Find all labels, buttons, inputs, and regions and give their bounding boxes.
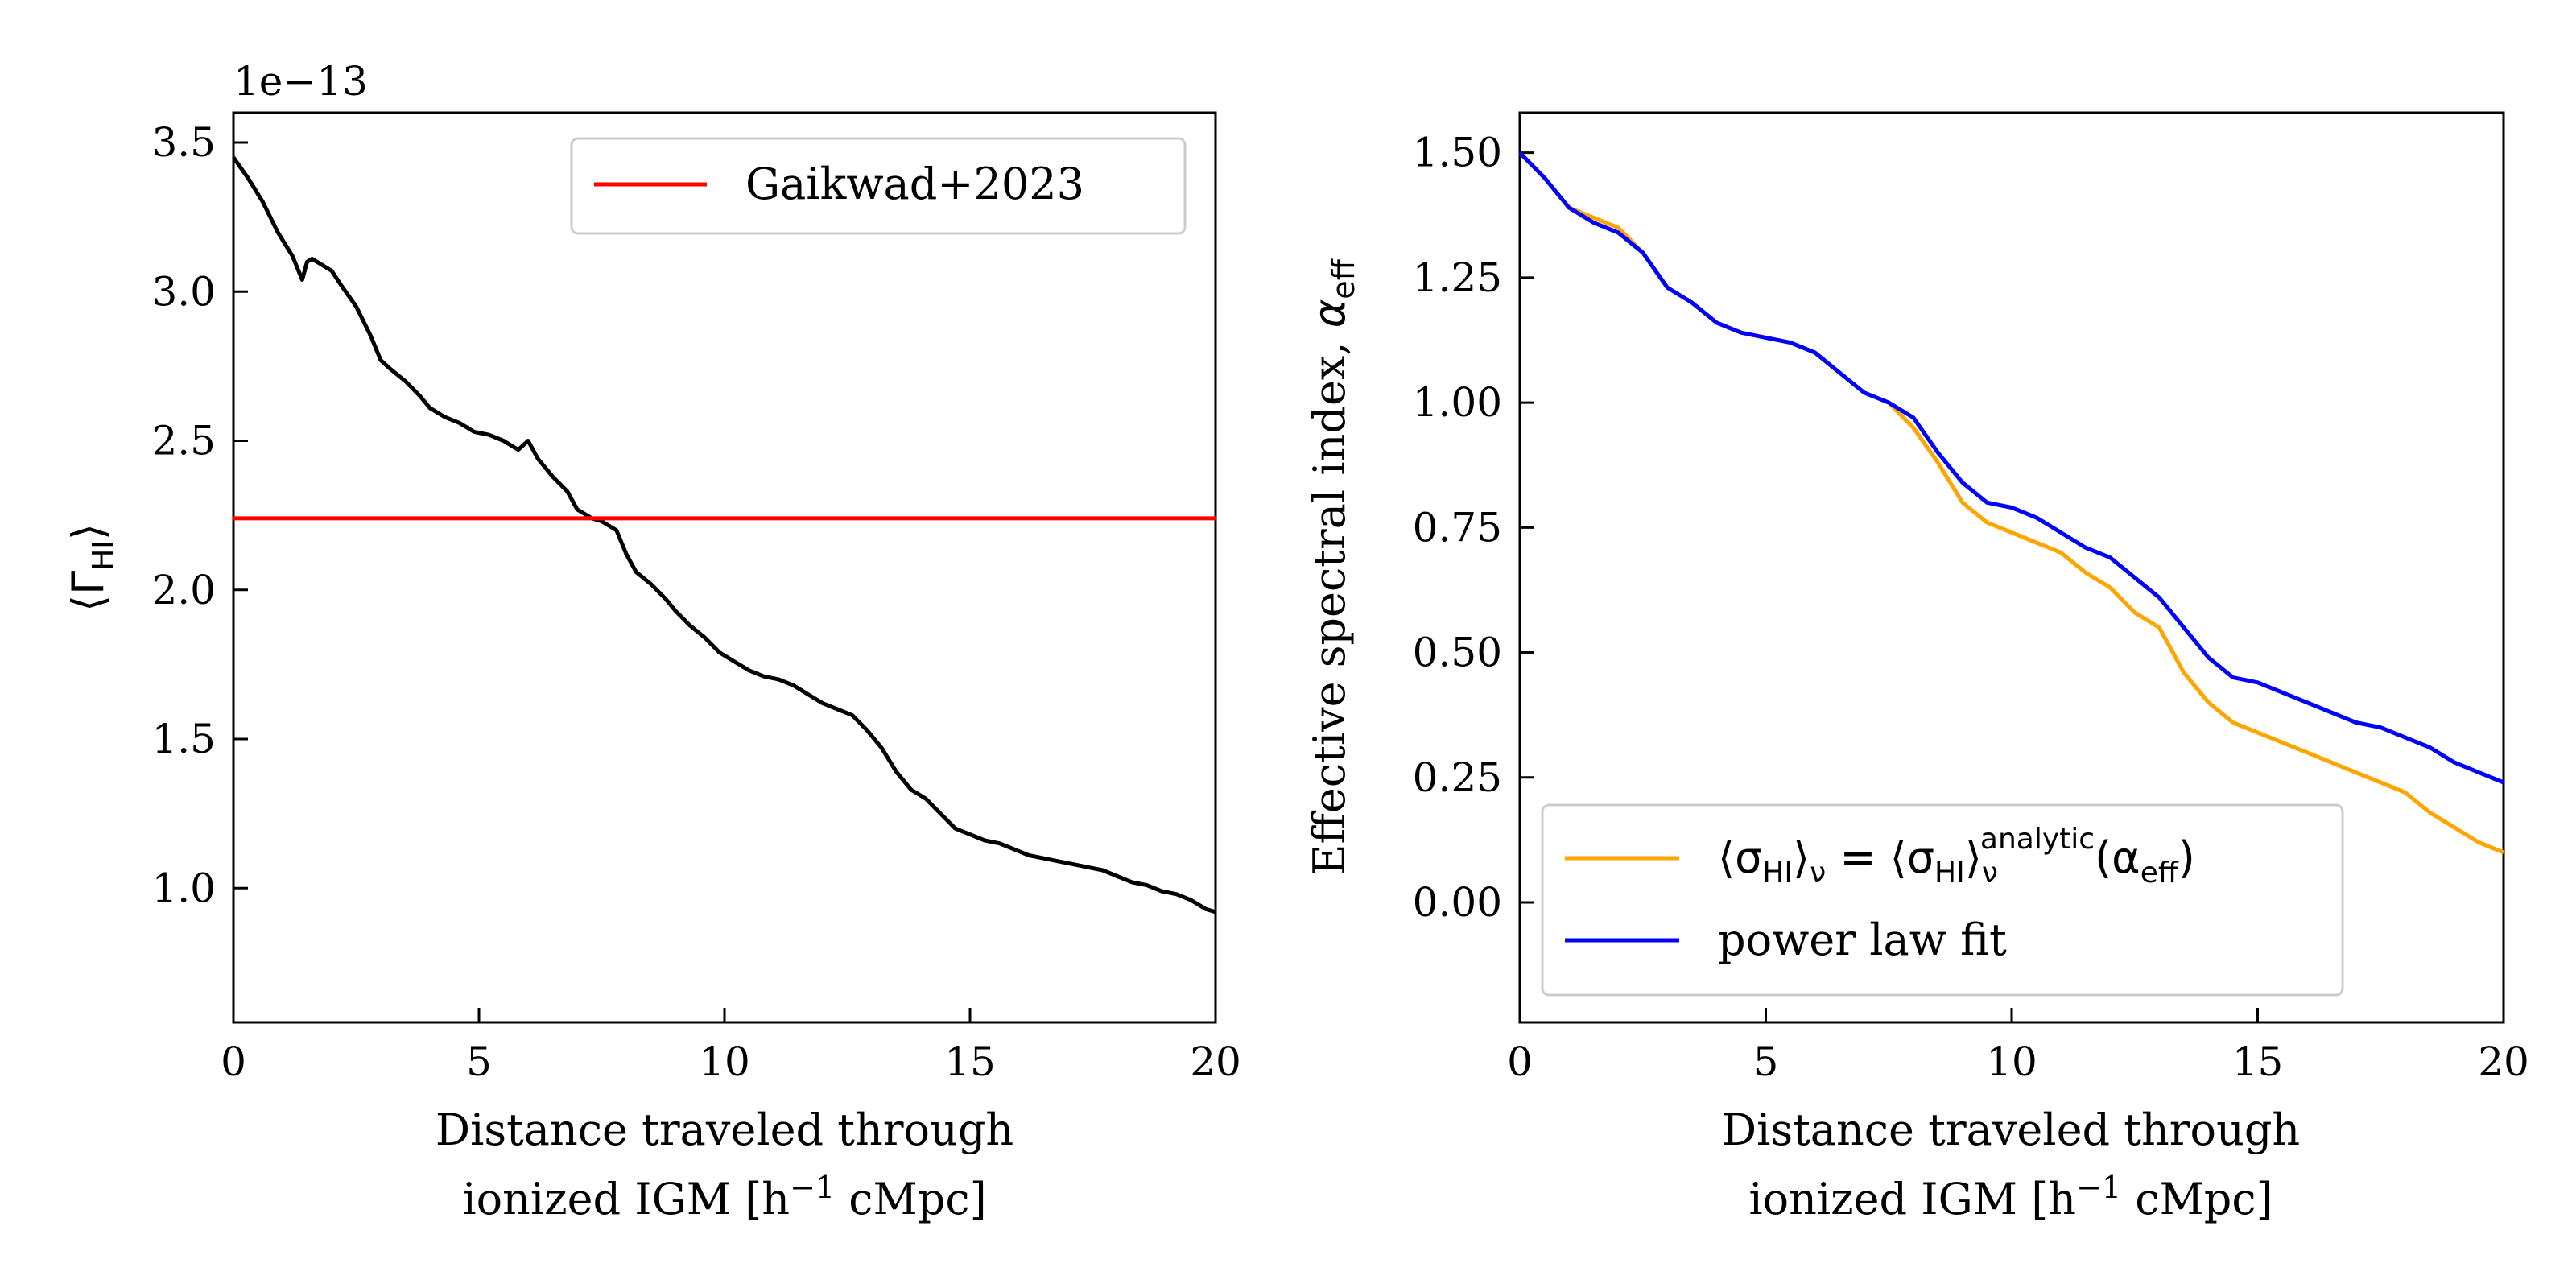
right-x-tick-label: 20 — [2478, 1038, 2529, 1085]
right-ticks: 0 5 10 15 20 0.00 0.25 0.50 0.75 1.00 1.25 1.50 — [1413, 130, 2529, 1085]
left-legend: Gaikwad+2023 — [570, 137, 1187, 235]
right-x-tick-label: 10 — [1986, 1038, 2037, 1085]
left-x-tick-label: 15 — [944, 1038, 996, 1085]
legend-label-analytic: ⟨σHI⟩ν = ⟨σHI⟩νanalytic(αeff) — [1718, 823, 2195, 890]
right-legend-box — [1541, 803, 2344, 997]
right-y-tick-label: 1.25 — [1413, 254, 1502, 301]
right-y-tick-label: 0.50 — [1413, 630, 1502, 676]
right-x-axis-label-line1: Distance traveled through — [1722, 1104, 2300, 1155]
right-y-tick-label: 0.75 — [1413, 504, 1502, 551]
right-y-tick-label: 1.50 — [1413, 130, 1502, 176]
right-y-tick-label: 0.25 — [1413, 754, 1502, 801]
left-x-tick-label: 10 — [699, 1038, 750, 1085]
left-x-tick-label: 5 — [466, 1038, 492, 1085]
left-x-tick-label: 20 — [1190, 1038, 1241, 1085]
left-lines — [231, 156, 1216, 914]
left-y-tick-label: 2.0 — [151, 567, 216, 613]
right-x-axis-label-line2: ionized IGM [h−1 cMpc] — [1748, 1170, 2273, 1224]
right-series-line-1 — [1518, 151, 2504, 785]
left-y-tick-label: 3.0 — [151, 268, 216, 315]
right-lines — [1518, 151, 2504, 855]
left-plot-frame — [232, 111, 1217, 1024]
left-y-tick-label: 2.5 — [151, 418, 216, 464]
right-x-tick-label: 0 — [1507, 1038, 1533, 1085]
left-y-tick-label: 1.0 — [151, 865, 216, 911]
legend-label-power-law: power law fit — [1718, 914, 2007, 965]
left-offset-label: 1e−13 — [233, 58, 368, 105]
left-y-axis-label: ⟨ΓHI⟩ — [63, 523, 120, 612]
left-x-axis-label-line1: Distance traveled through — [436, 1104, 1013, 1155]
right-y-axis-label: Effective spectral index, αeff — [1304, 258, 1361, 876]
left-y-tick-label: 1.5 — [151, 716, 216, 762]
right-legend: ⟨σHI⟩ν = ⟨σHI⟩νanalytic(αeff) power law … — [1541, 803, 2344, 997]
left-legend-box — [570, 137, 1187, 235]
left-ticks: 0 5 10 15 20 1.0 1.5 2.0 2.5 3.0 3.5 — [151, 119, 1241, 1085]
right-y-tick-label: 0.00 — [1413, 879, 1502, 926]
right-x-tick-label: 15 — [2232, 1038, 2284, 1085]
right-series-line-0 — [1518, 151, 2504, 855]
right-y-tick-label: 1.00 — [1413, 379, 1502, 426]
left-panel: 0 5 10 15 20 1.0 1.5 2.0 2.5 3.0 3.5 1e−13 ⟨ΓHI⟩ D… — [63, 58, 1241, 1224]
legend-label-gaikwad: Gaikwad+2023 — [745, 159, 1084, 209]
right-panel: 0 5 10 15 20 0.00 0.25 0.50 0.75 1.00 1.25 1.50 Eff… — [1304, 111, 2529, 1224]
left-y-tick-label: 3.5 — [151, 119, 216, 166]
left-x-tick-label: 0 — [221, 1038, 246, 1085]
left-x-axis-label-line2: ionized IGM [h−1 cMpc] — [462, 1170, 986, 1224]
left-series-line-0 — [231, 156, 1216, 914]
right-x-tick-label: 5 — [1753, 1038, 1779, 1085]
